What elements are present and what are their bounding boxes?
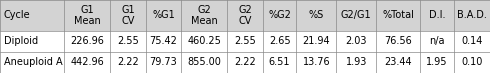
Text: 1.93: 1.93 [345,57,367,67]
Bar [0,31,490,52]
Text: G1
CV: G1 CV [121,5,135,26]
Text: 79.73: 79.73 [149,57,177,67]
Text: %Total: %Total [382,10,414,20]
Text: 0.10: 0.10 [461,57,483,67]
Text: 855.00: 855.00 [187,57,221,67]
Text: %G1: %G1 [152,10,175,20]
Text: Diploid: Diploid [4,36,38,46]
Text: Aneuploid A: Aneuploid A [4,57,63,67]
Text: G2
CV: G2 CV [238,5,252,26]
Bar [0,52,490,73]
Text: %S: %S [309,10,324,20]
Text: 0.14: 0.14 [461,36,483,46]
Text: Cycle: Cycle [4,10,30,20]
Text: 75.42: 75.42 [149,36,177,46]
Text: 2.22: 2.22 [117,57,139,67]
Text: 6.51: 6.51 [269,57,291,67]
Text: 2.55: 2.55 [234,36,256,46]
Text: B.A.D.: B.A.D. [457,10,487,20]
Text: 2.55: 2.55 [117,36,139,46]
Text: 2.22: 2.22 [234,57,256,67]
Text: 21.94: 21.94 [302,36,330,46]
Text: D.I.: D.I. [429,10,445,20]
Text: 2.03: 2.03 [345,36,367,46]
Text: 442.96: 442.96 [71,57,104,67]
Text: 460.25: 460.25 [187,36,221,46]
Text: G2
Mean: G2 Mean [191,5,218,26]
Text: 13.76: 13.76 [302,57,330,67]
Text: n/a: n/a [429,36,445,46]
Bar [0,0,490,31]
Text: 1.95: 1.95 [426,57,448,67]
Text: 226.96: 226.96 [71,36,104,46]
Text: 76.56: 76.56 [384,36,412,46]
Text: G1
Mean: G1 Mean [74,5,100,26]
Text: %G2: %G2 [268,10,291,20]
Text: 23.44: 23.44 [384,57,412,67]
Text: G2/G1: G2/G1 [341,10,371,20]
Text: 2.65: 2.65 [269,36,291,46]
